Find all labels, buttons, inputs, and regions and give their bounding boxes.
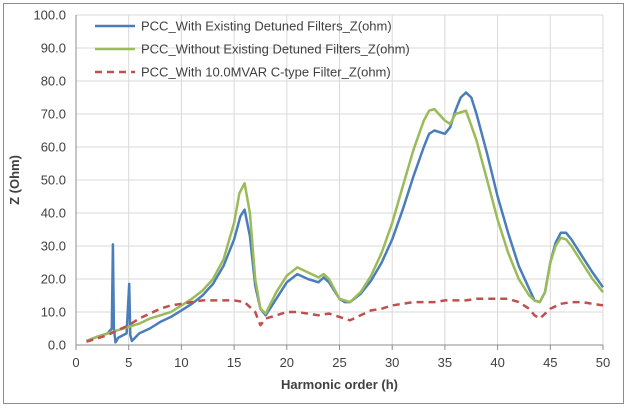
y-tick-label: 10.0 [41,305,66,320]
x-tick-label: 35 [438,355,452,370]
x-tick-label: 50 [596,355,610,370]
y-tick-label: 80.0 [41,74,66,89]
y-tick-label: 50.0 [41,173,66,188]
x-tick-label: 30 [385,355,399,370]
legend-label-2: PCC_Without Existing Detuned Filters_Z(o… [141,42,410,57]
x-tick-label: 20 [280,355,294,370]
y-tick-label: 40.0 [41,206,66,221]
x-tick-label: 5 [125,355,132,370]
x-tick-label: 15 [227,355,241,370]
series-lines [86,91,605,344]
x-tick-label: 0 [72,355,79,370]
legend: PCC_With Existing Detuned Filters_Z(ohm)… [95,19,410,80]
y-tick-label: 20.0 [41,272,66,287]
legend-label-3: PCC_With 10.0MVAR C-type Filter_Z(ohm) [141,65,391,80]
y-tick-label: 70.0 [41,107,66,122]
y-tick-label: 0.0 [48,338,66,353]
legend-label-1: PCC_With Existing Detuned Filters_Z(ohm) [141,19,392,34]
y-tick-label: 30.0 [41,239,66,254]
x-tick-label: 45 [543,355,557,370]
axes: 0.0 10.0 20.0 30.0 40.0 50.0 60.0 70.0 80.0 90.0 1… [33,8,610,371]
series-line-3 [86,297,604,343]
y-tick-label: 100.0 [33,8,66,23]
x-tick-label: 10 [174,355,188,370]
y-tick-label: 60.0 [41,140,66,155]
x-tick-label: 40 [490,355,504,370]
x-axis-title: Harmonic order (h) [281,377,398,392]
series-line-2 [86,107,604,343]
y-axis-title: Z (Ohm) [7,155,22,205]
x-tick-label: 25 [332,355,346,370]
y-tick-label: 90.0 [41,41,66,56]
chart-frame [3,3,624,404]
